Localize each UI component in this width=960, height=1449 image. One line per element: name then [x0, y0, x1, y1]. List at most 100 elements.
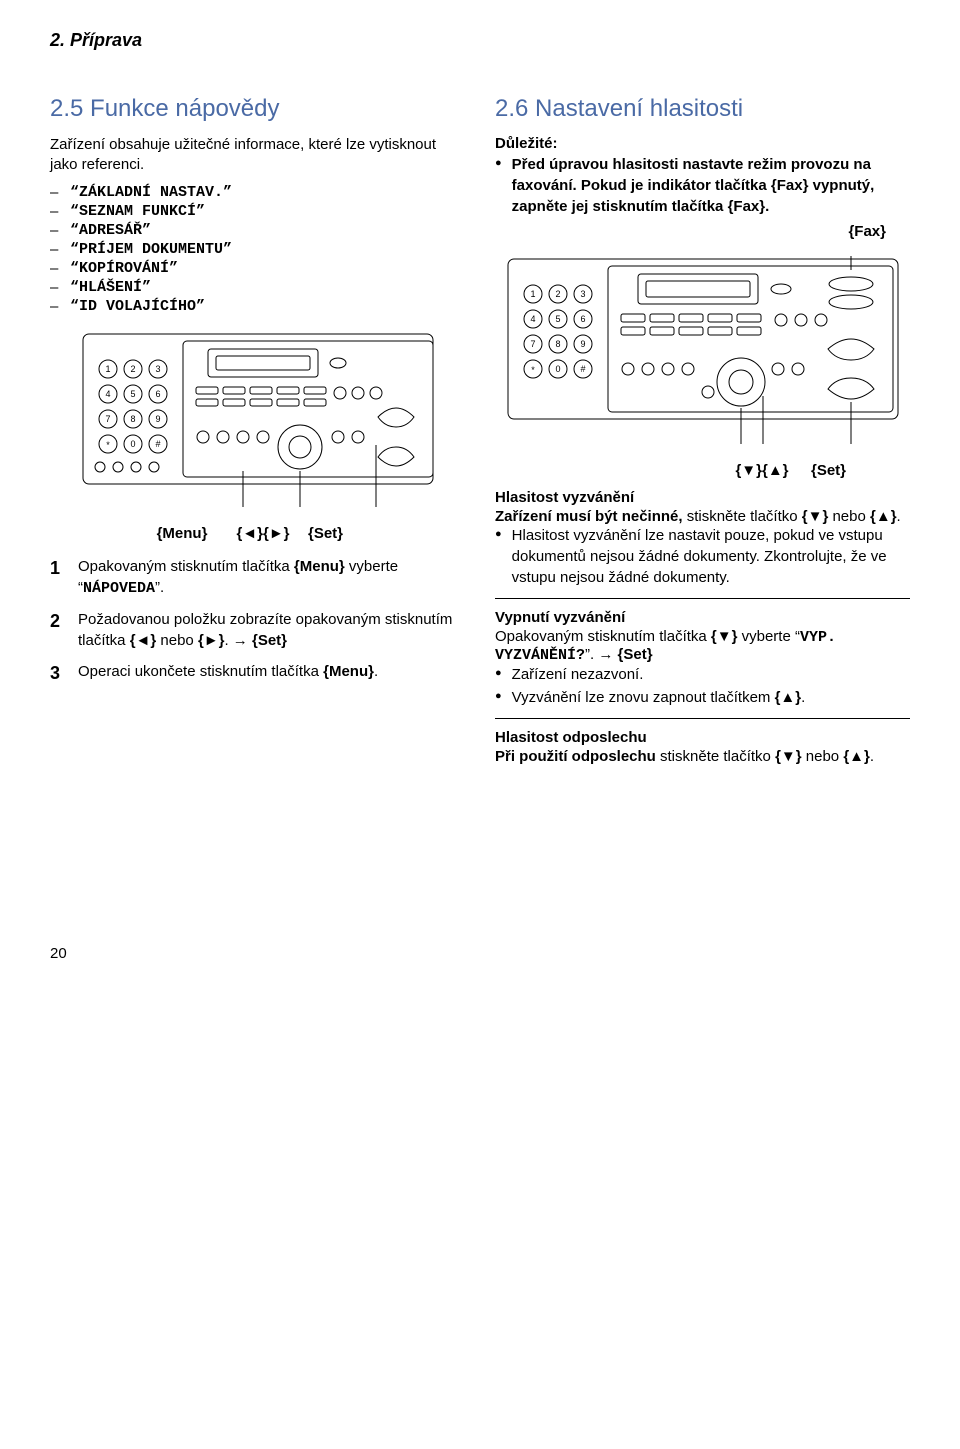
svg-text:2: 2: [555, 289, 560, 299]
svg-text:#: #: [155, 439, 160, 449]
set-key: {Set}: [618, 646, 653, 663]
set-key-label: {Set}: [811, 462, 846, 479]
page-number: 20: [50, 945, 910, 962]
chapter-title: 2. Příprava: [50, 30, 910, 51]
step-text: Opakovaným stisknutím tlačítka: [78, 558, 294, 575]
svg-text:#: #: [580, 364, 585, 374]
right-column: 2.6 Nastavení hlasitosti Důležité: Před …: [495, 95, 910, 765]
svg-text:8: 8: [130, 414, 135, 424]
down-arrow-key: {▼}: [802, 508, 829, 525]
set-key-label: {Set}: [308, 525, 343, 542]
svg-text:3: 3: [580, 289, 585, 299]
svg-text:5: 5: [130, 389, 135, 399]
svg-text:7: 7: [530, 339, 535, 349]
napoveda-value: NÁPOVEDA: [83, 580, 155, 597]
right-arrow-key: {►}: [198, 632, 225, 649]
svg-text:1: 1: [530, 289, 535, 299]
ring-volume-text: Zařízení musí být nečinné,: [495, 508, 683, 525]
ring-volume-notes: Hlasitost vyzvánění lze nastavit pouze, …: [495, 525, 910, 588]
arrow-keys-label: {◄}{►}: [218, 525, 308, 542]
important-heading: Důležité:: [495, 135, 910, 152]
svg-text:8: 8: [555, 339, 560, 349]
ring-volume-note: Hlasitost vyzvánění lze nastavit pouze, …: [512, 525, 910, 588]
svg-text:1: 1: [105, 364, 110, 374]
svg-text:3: 3: [155, 364, 160, 374]
ring-off-text: vyberte: [737, 628, 795, 645]
step-text: vyberte: [345, 558, 398, 575]
step-text: .: [160, 579, 164, 596]
svg-text:4: 4: [105, 389, 110, 399]
ring-off-note: Vyzvánění lze znovu zapnout tlačítkem: [512, 689, 775, 706]
up-arrow-key: {▲}: [775, 689, 802, 706]
fax-key: {Fax}: [728, 198, 766, 215]
device-panel-left: 1 2 3 4 5 6 7 8 9 * 0 #: [50, 329, 465, 542]
section-2-5-title: 2.5 Funkce nápovědy: [50, 95, 465, 123]
help-items-list: –ZÁKLADNÍ NASTAV. –SEZNAM FUNKCÍ –ADRESÁ…: [50, 184, 465, 315]
ring-off-heading: Vypnutí vyzvánění: [495, 609, 910, 626]
device-panel-illustration: 1 2 3 4 5 6 7 8 9 * 0 #: [503, 254, 903, 454]
svg-text:*: *: [106, 440, 110, 450]
section-2-6-title: 2.6 Nastavení hlasitosti: [495, 95, 910, 123]
important-list: Před úpravou hlasitosti nastavte režim p…: [495, 154, 910, 217]
panel-labels-left: {Menu} {◄}{►} {Set}: [50, 525, 465, 542]
help-item: SEZNAM FUNKCÍ: [70, 203, 205, 220]
left-arrow-key: {◄}: [130, 632, 157, 649]
ring-off-note: .: [801, 689, 805, 706]
help-item: PRÍJEM DOKUMENTU: [70, 241, 232, 258]
ring-off-text: . →: [590, 646, 618, 663]
down-arrow-key: {▼}: [775, 748, 802, 765]
monitor-volume-text: .: [870, 748, 874, 765]
ring-volume-line: Zařízení musí být nečinné, stiskněte tla…: [495, 508, 910, 525]
svg-text:9: 9: [155, 414, 160, 424]
ring-volume-heading: Hlasitost vyzvánění: [495, 489, 910, 506]
step-text: nebo: [156, 632, 198, 649]
monitor-volume-text: stiskněte tlačítko: [656, 748, 775, 765]
ring-off-line: Opakovaným stisknutím tlačítka {▼} vyber…: [495, 628, 910, 664]
monitor-volume-text: Při použití odposlechu: [495, 748, 656, 765]
divider: [495, 598, 910, 599]
important-text: .: [765, 198, 769, 215]
set-key: {Set}: [252, 632, 287, 649]
help-item: KOPÍROVÁNÍ: [70, 260, 178, 277]
svg-text:5: 5: [555, 314, 560, 324]
device-panel-illustration: 1 2 3 4 5 6 7 8 9 * 0 #: [78, 329, 438, 519]
ring-volume-text: nebo: [828, 508, 870, 525]
svg-text:*: *: [531, 365, 535, 375]
ring-off-text: Opakovaným stisknutím tlačítka: [495, 628, 711, 645]
step-text: Operaci ukončete stisknutím tlačítka: [78, 663, 323, 680]
divider: [495, 718, 910, 719]
section-2-5-intro: Zařízení obsahuje užitečné informace, kt…: [50, 135, 465, 176]
fax-key: {Fax}: [771, 177, 809, 194]
svg-text:2: 2: [130, 364, 135, 374]
steps-list: 1 Opakovaným stisknutím tlačítka {Menu} …: [50, 556, 465, 686]
ring-volume-text: .: [897, 508, 901, 525]
ring-off-notes: Zařízení nezazvoní. Vyzvánění lze znovu …: [495, 664, 910, 708]
menu-key: {Menu}: [323, 663, 374, 680]
help-item: ID VOLAJÍCÍHO: [70, 298, 205, 315]
svg-text:7: 7: [105, 414, 110, 424]
left-column: 2.5 Funkce nápovědy Zařízení obsahuje už…: [50, 95, 465, 765]
ring-volume-text: stiskněte tlačítko: [683, 508, 802, 525]
help-item: ADRESÁŘ: [70, 222, 151, 239]
arrow-keys-label: {▼}{▲}: [713, 462, 811, 479]
device-panel-right: 1 2 3 4 5 6 7 8 9 * 0 #: [495, 254, 910, 479]
svg-text:9: 9: [580, 339, 585, 349]
svg-text:0: 0: [555, 364, 560, 374]
step-text: . →: [224, 632, 252, 649]
up-arrow-key: {▲}: [843, 748, 870, 765]
help-item: HLÁŠENÍ: [70, 279, 151, 296]
monitor-volume-heading: Hlasitost odposlechu: [495, 729, 910, 746]
panel-labels-right: {▼}{▲} {Set}: [495, 462, 910, 479]
fax-callout-label: {Fax}: [495, 223, 910, 240]
svg-text:4: 4: [530, 314, 535, 324]
ring-off-note: Zařízení nezazvoní.: [512, 664, 644, 685]
svg-text:6: 6: [155, 389, 160, 399]
svg-text:0: 0: [130, 439, 135, 449]
monitor-volume-line: Při použití odposlechu stiskněte tlačítk…: [495, 748, 910, 765]
monitor-volume-text: nebo: [802, 748, 844, 765]
menu-key: {Menu}: [294, 558, 345, 575]
help-item: ZÁKLADNÍ NASTAV.: [70, 184, 232, 201]
up-arrow-key: {▲}: [870, 508, 897, 525]
svg-text:6: 6: [580, 314, 585, 324]
menu-key-label: {Menu}: [146, 525, 218, 542]
